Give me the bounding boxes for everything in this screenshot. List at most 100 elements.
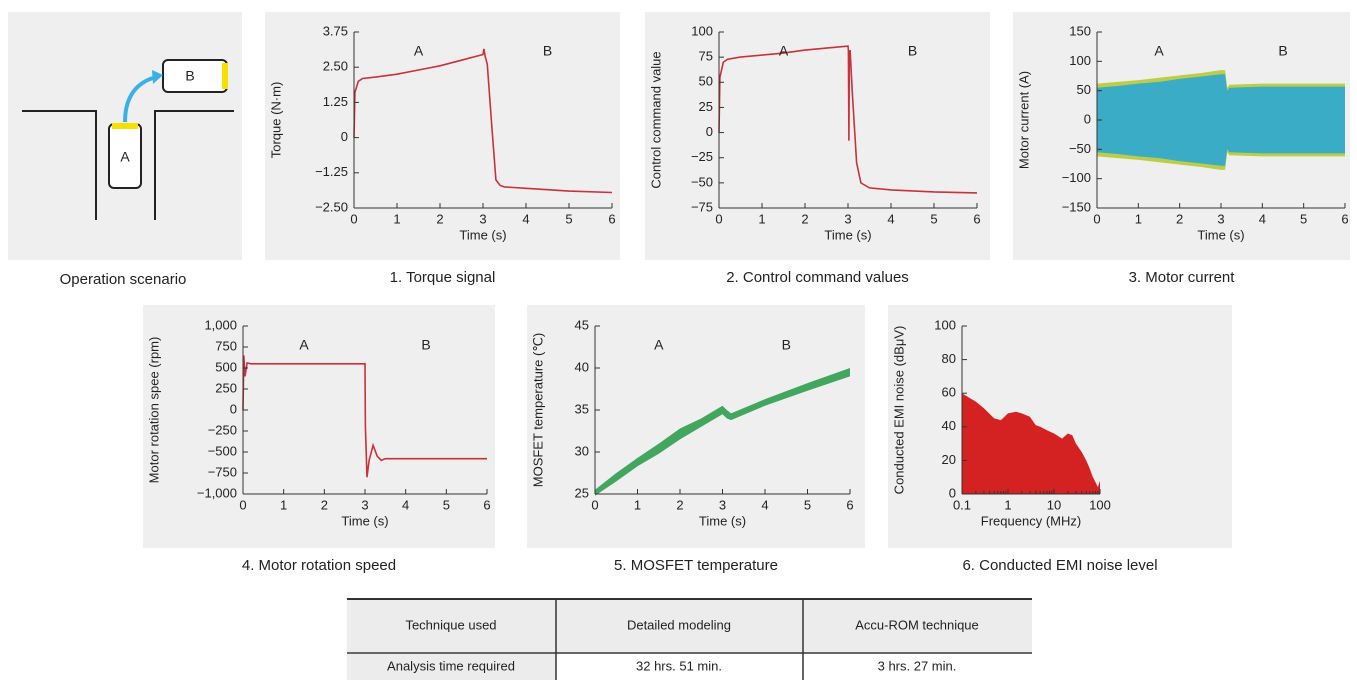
y-tick-label: 1,000: [204, 317, 237, 332]
x-tick-label: 0: [591, 497, 598, 512]
y-tick-label: 150: [1069, 23, 1091, 38]
x-tick-label: 1: [758, 211, 765, 226]
y-tick-label: −2.50: [315, 199, 348, 214]
y-tick-label: −750: [208, 464, 237, 479]
line: [353, 48, 613, 194]
y-axis-label: Motor current (A): [1016, 71, 1031, 169]
y-tick-label: 80: [942, 351, 956, 366]
car-b: [162, 59, 228, 93]
x-axis-label: Time (s): [1197, 227, 1244, 242]
x-tick-label: 5: [930, 211, 937, 226]
x-tick-label: 4: [1259, 211, 1266, 226]
y-tick-label: 500: [215, 359, 237, 374]
y-tick-label: 100: [1069, 53, 1091, 68]
caption: 1. Torque signal: [390, 269, 496, 286]
x-axis-label: Time (s): [824, 227, 871, 242]
y-tick-label: 25: [699, 99, 713, 114]
y-tick-label: 0: [949, 485, 956, 500]
y-tick-label: −1.25: [315, 164, 348, 179]
x-tick-label: 3: [1217, 211, 1224, 226]
x-tick-label: 0: [1093, 211, 1100, 226]
x-tick-label: 1: [1135, 211, 1142, 226]
y-tick-label: 1.25: [323, 94, 348, 109]
annotation: B: [908, 43, 917, 59]
table-header: Detailed modeling: [627, 617, 731, 632]
panel: [888, 305, 1232, 548]
y-tick-label: 40: [942, 418, 956, 433]
x-tick-label: 4: [761, 497, 768, 512]
x-tick-label: 10: [1047, 497, 1061, 512]
y-tick-label: 20: [942, 452, 956, 467]
caption: Operation scenario: [60, 271, 187, 288]
y-tick-label: 25: [575, 485, 589, 500]
caption: 4. Motor rotation speed: [242, 557, 396, 574]
x-axis-label: Time (s): [699, 513, 746, 528]
x-tick-label: 3: [361, 497, 368, 512]
x-axis-label: Time (s): [459, 227, 506, 242]
line: [242, 355, 487, 478]
x-tick-label: 3: [479, 211, 486, 226]
annotation: B: [543, 43, 552, 59]
row-head-bg: [347, 654, 556, 680]
x-tick-label: 3: [719, 497, 726, 512]
y-tick-label: 40: [575, 359, 589, 374]
path-arrow: [123, 75, 157, 123]
y-tick-label: −75: [691, 199, 713, 214]
annotation: B: [1278, 43, 1287, 59]
chart: 0 20 40 60 80 100 0.1 1 10 100 Frequency (MHz) Cond…: [888, 305, 1232, 574]
arrow-head: [152, 70, 163, 84]
x-tick-label: 6: [846, 497, 853, 512]
table-cell: Analysis time required: [387, 658, 515, 673]
x-tick-label: 0: [350, 211, 357, 226]
y-tick-label: 30: [575, 443, 589, 458]
y-tick-label: −1,000: [197, 485, 237, 500]
x-tick-label: 6: [1341, 211, 1348, 226]
x-tick-label: 0: [239, 497, 246, 512]
table-cell: 3 hrs. 27 min.: [878, 658, 957, 673]
x-tick-label: 2: [436, 211, 443, 226]
y-tick-label: 60: [942, 385, 956, 400]
chart: −150 −100 −50 0 50 100 150 0 1 2 3 4 5 6 Time (s) Motor…: [1013, 12, 1350, 286]
headlights: [112, 123, 138, 129]
scenario: A B Operation scenario: [8, 12, 242, 288]
caption: 5. MOSFET temperature: [614, 557, 778, 574]
table-header: Accu-ROM technique: [855, 617, 979, 632]
y-tick-label: 75: [699, 49, 713, 64]
y-axis-label: Motor rotation spee (rpm): [146, 337, 161, 484]
annotation: B: [421, 337, 430, 353]
area: [962, 393, 1100, 494]
annotation: A: [414, 43, 424, 59]
x-tick-label: 1: [280, 497, 287, 512]
x-tick-label: 5: [804, 497, 811, 512]
table-cell: 32 hrs. 51 min.: [636, 658, 722, 673]
annotation: A: [1154, 43, 1164, 59]
road-edge: [154, 110, 234, 220]
y-tick-label: 100: [934, 317, 956, 332]
x-tick-label: 2: [1176, 211, 1183, 226]
x-tick-label: 1: [393, 211, 400, 226]
y-tick-label: 3.75: [323, 23, 348, 38]
y-axis-label: Conducted EMI noise (dBμV): [891, 326, 906, 495]
panel: [143, 305, 495, 548]
y-tick-label: 100: [691, 23, 713, 38]
y-tick-label: −25: [691, 149, 713, 164]
chart: −2.50 −1.25 0 1.25 2.50 3.75 0 1 2 3 4 5 6 Time (s) To…: [265, 12, 620, 286]
y-tick-label: 50: [1077, 82, 1091, 97]
x-tick-label: 2: [801, 211, 808, 226]
caption: 3. Motor current: [1129, 269, 1236, 286]
x-tick-label: 4: [402, 497, 409, 512]
x-tick-label: 3: [844, 211, 851, 226]
y-tick-label: −100: [1062, 170, 1091, 185]
x-tick-label: 4: [887, 211, 894, 226]
line: [718, 45, 978, 194]
y-axis-label: Control command value: [648, 51, 663, 188]
panel: [645, 12, 990, 260]
x-tick-label: 0: [715, 211, 722, 226]
car-label: A: [120, 149, 130, 165]
chart: −1,000 −750 −500 −250 0 250 500 750 1,000 0 1 2 3 4 5 6…: [143, 305, 495, 574]
annotation: A: [654, 337, 664, 353]
x-tick-label: 0.1: [953, 497, 971, 512]
table-header: Technique used: [405, 617, 496, 632]
